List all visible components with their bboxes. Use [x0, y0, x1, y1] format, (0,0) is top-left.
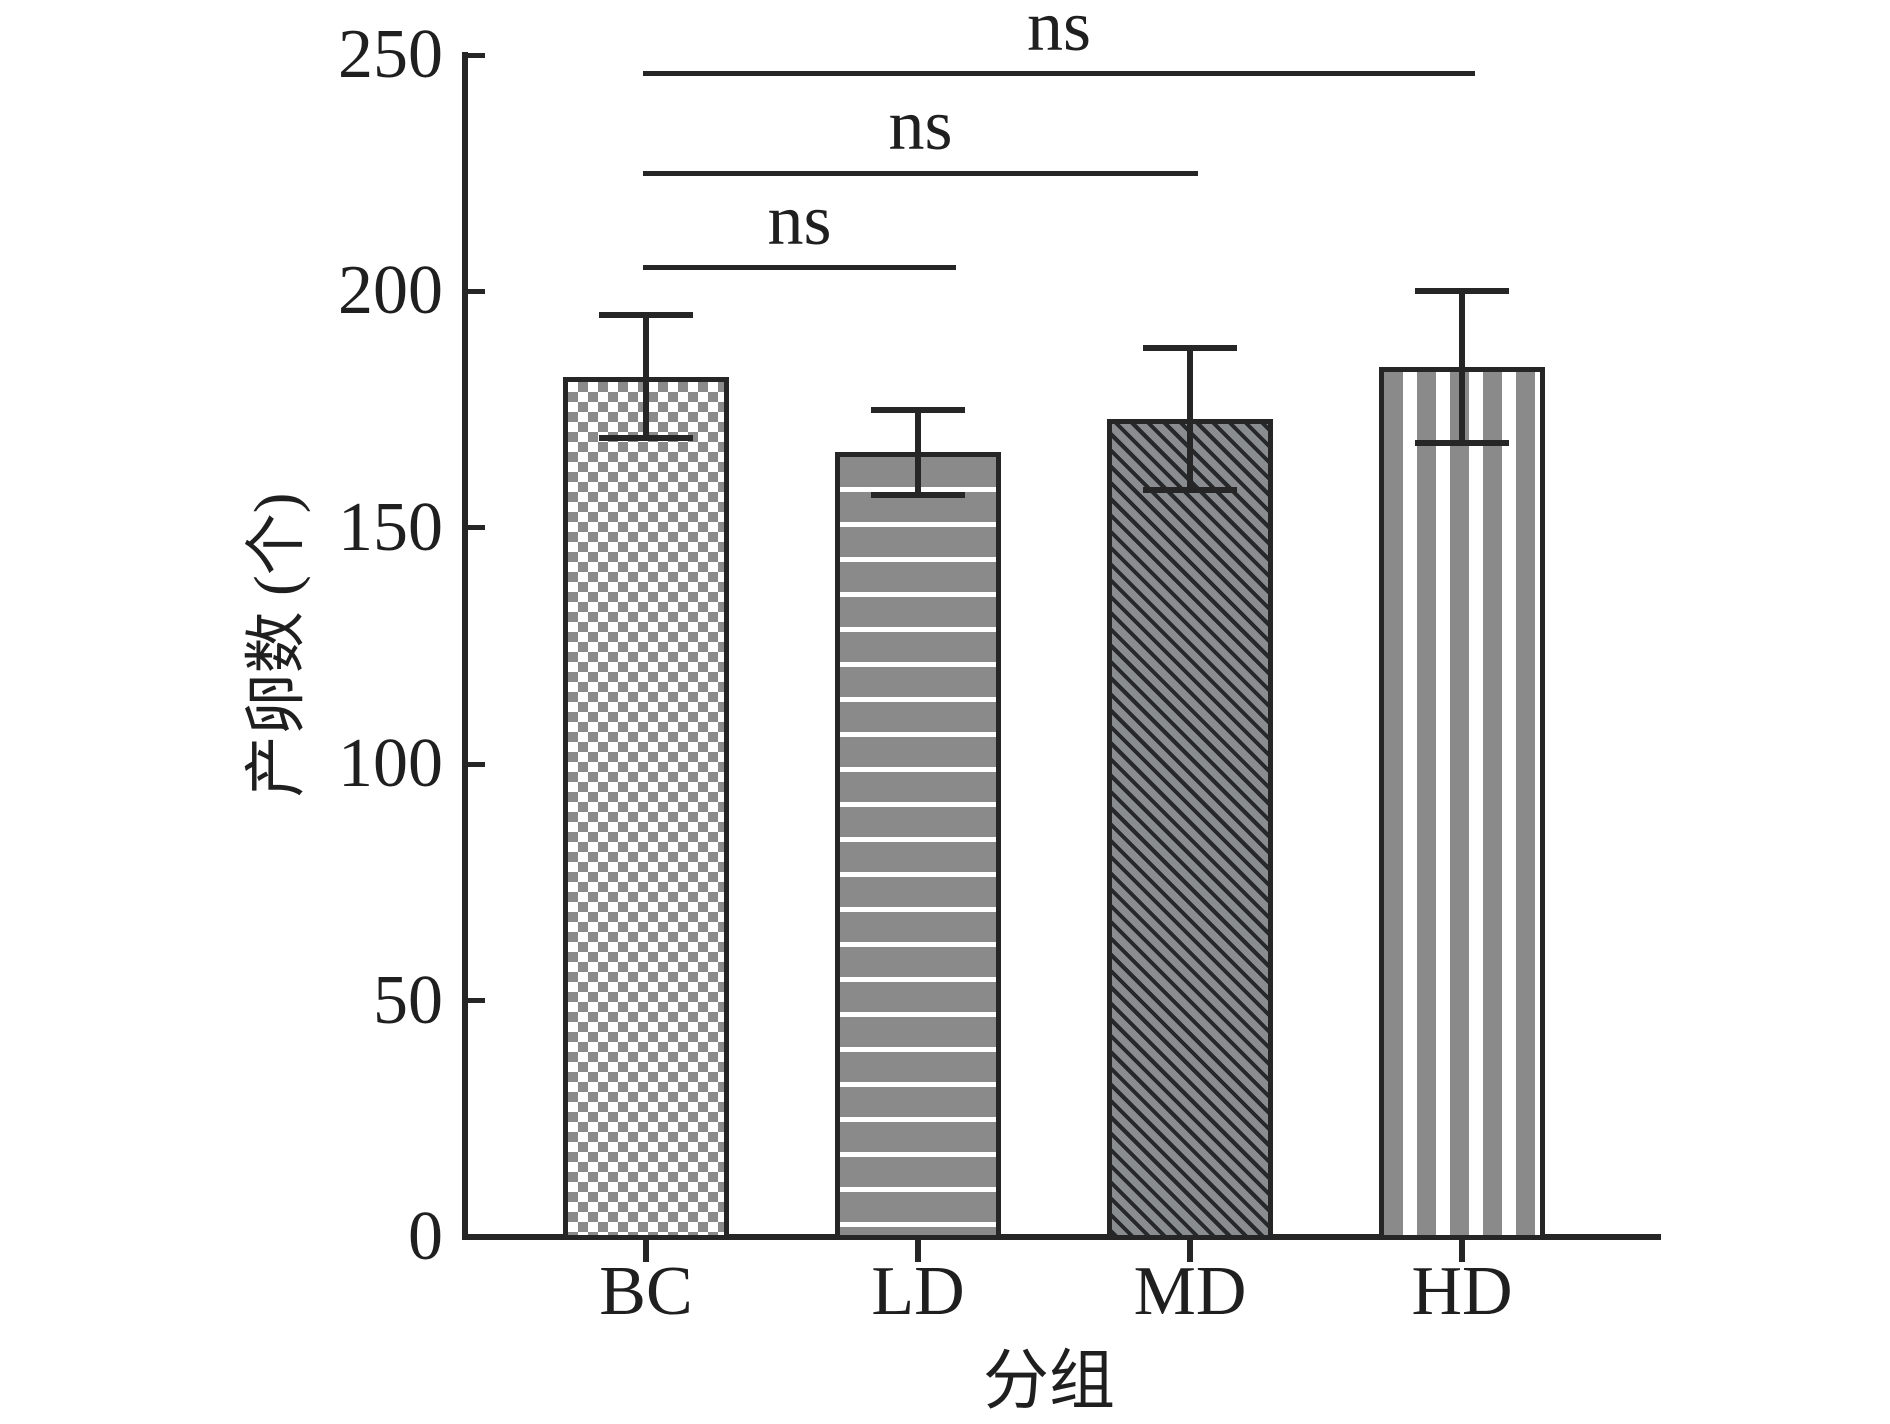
- significance-label-BC-HD: ns: [1026, 0, 1092, 66]
- error-bar-cap-bottom-MD: [1143, 486, 1237, 493]
- error-bar-line-MD: [1187, 348, 1193, 490]
- y-tick: [465, 525, 485, 531]
- significance-label-BC-LD: ns: [767, 179, 832, 260]
- x-axis-line: [462, 1234, 1661, 1240]
- y-tick: [465, 761, 485, 767]
- y-tick: [465, 1234, 485, 1240]
- x-tick: [643, 1237, 649, 1262]
- y-tick: [465, 998, 485, 1004]
- error-bar-cap-top-MD: [1143, 345, 1237, 352]
- y-tick-label: 0: [408, 1198, 443, 1275]
- error-bar-cap-bottom-LD: [871, 491, 965, 498]
- bar-LD: [835, 452, 1001, 1240]
- significance-bracket-BC-LD: [643, 265, 956, 271]
- y-tick-label: 250: [338, 16, 443, 93]
- bar-HD: [1379, 367, 1545, 1240]
- significance-bracket-BC-MD: [643, 170, 1198, 176]
- x-tick: [1187, 1237, 1193, 1262]
- x-category-label-HD: HD: [1411, 1253, 1513, 1330]
- bar-BC: [563, 376, 729, 1240]
- y-tick-label: 50: [373, 961, 443, 1039]
- x-category-label-LD: LD: [871, 1253, 965, 1330]
- error-bar-line-HD: [1459, 291, 1465, 443]
- error-bar-cap-bottom-BC: [599, 434, 693, 441]
- y-axis-line: [462, 52, 468, 1240]
- error-bar-cap-top-LD: [871, 406, 965, 413]
- x-category-label-BC: BC: [599, 1253, 693, 1330]
- x-tick: [915, 1237, 921, 1262]
- significance-label-BC-MD: ns: [888, 85, 953, 166]
- x-category-label-MD: MD: [1133, 1253, 1247, 1330]
- error-bar-cap-top-HD: [1415, 288, 1509, 295]
- error-bar-line-LD: [915, 409, 921, 495]
- y-tick-label: 200: [338, 252, 443, 330]
- error-bar-cap-top-BC: [599, 312, 693, 319]
- significance-bracket-BC-HD: [643, 71, 1475, 77]
- y-tick-label: 100: [338, 725, 443, 803]
- x-axis-title: 分组: [983, 1345, 1115, 1418]
- y-tick: [465, 52, 485, 58]
- x-tick: [1459, 1237, 1465, 1262]
- bar-MD: [1107, 419, 1273, 1240]
- error-bar-line-BC: [643, 315, 649, 438]
- y-tick-label: 150: [338, 488, 443, 566]
- y-tick: [465, 288, 485, 294]
- error-bar-cap-bottom-HD: [1415, 439, 1509, 446]
